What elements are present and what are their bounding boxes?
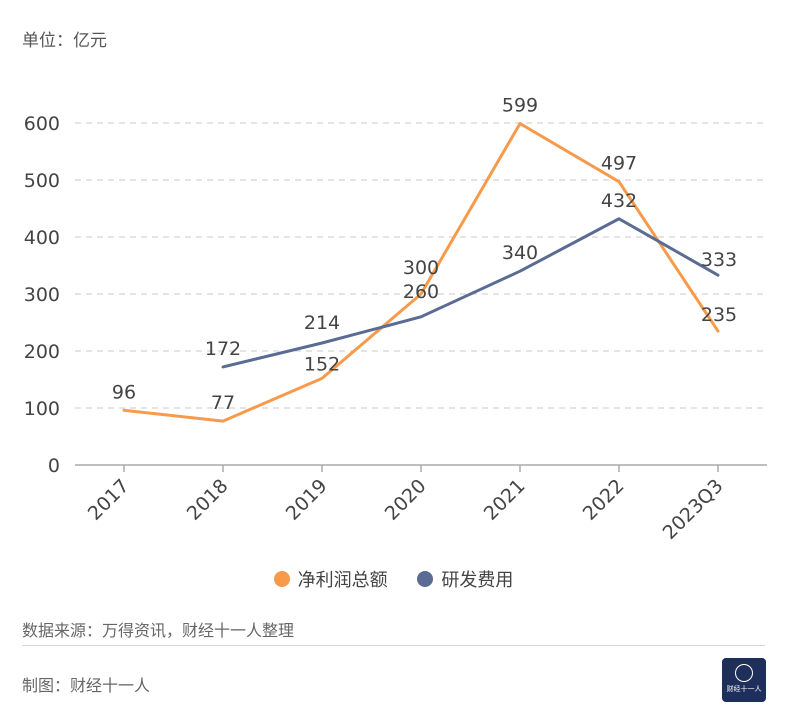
y-tick-label: 0 — [48, 455, 60, 477]
x-tick-label: 2022 — [579, 475, 629, 525]
data-label: 214 — [304, 312, 340, 334]
data-label: 77 — [211, 392, 235, 414]
data-labels: 96 77 152 300 599 497 235 172 214 260 340 432 333 — [112, 95, 737, 415]
data-label: 172 — [205, 338, 241, 360]
x-axis: 2017 2018 2019 2020 2021 2022 2023Q3 — [75, 464, 767, 544]
legend-dot-orange-icon — [273, 571, 290, 587]
x-tick-label: 2021 — [480, 475, 530, 525]
data-label: 497 — [601, 153, 637, 175]
series-lines — [122, 122, 720, 423]
y-tick-label: 500 — [24, 170, 60, 192]
y-tick-label: 200 — [24, 341, 60, 363]
data-label: 152 — [304, 353, 340, 375]
logo-text: 财经十一人 — [726, 685, 762, 693]
y-tick-label: 300 — [24, 284, 60, 306]
maker-note: 制图：财经十一人 — [22, 676, 151, 695]
legend: 净利润总额 研发费用 — [0, 566, 787, 592]
x-tick-label: 2023Q3 — [659, 475, 728, 544]
net-profit-line — [122, 122, 720, 423]
footer-divider — [22, 645, 765, 646]
x-tick-label: 2020 — [381, 475, 431, 525]
x-tick-label: 2018 — [183, 475, 233, 525]
unit-label: 单位：亿元 — [22, 31, 107, 51]
y-tick-label: 600 — [24, 113, 60, 135]
source-note: 数据来源：万得资讯，财经十一人整理 — [22, 621, 295, 640]
data-label: 96 — [112, 381, 136, 403]
x-tick-label: 2019 — [282, 475, 332, 525]
globe-icon — [735, 664, 753, 682]
legend-label-rd-expense: 研发费用 — [441, 570, 514, 591]
legend-item-net-profit: 净利润总额 — [273, 566, 388, 592]
data-label: 432 — [601, 190, 637, 212]
brand-logo: 财经十一人 — [722, 658, 766, 702]
legend-dot-blue-icon — [417, 571, 434, 587]
data-label: 333 — [701, 249, 737, 271]
legend-label-net-profit: 净利润总额 — [297, 570, 388, 591]
y-axis-ticks: 0 100 200 300 400 500 600 — [24, 113, 60, 477]
data-label: 340 — [502, 242, 538, 264]
y-tick-label: 400 — [24, 227, 60, 249]
line-chart: 0 100 200 300 400 500 600 2017 2018 2019 2020 2021… — [24, 95, 767, 544]
y-tick-label: 100 — [24, 398, 60, 420]
data-label: 235 — [701, 304, 737, 326]
data-label: 260 — [403, 281, 439, 303]
data-label: 300 — [403, 257, 439, 279]
data-label: 599 — [502, 95, 538, 117]
legend-item-rd-expense: 研发费用 — [417, 566, 513, 592]
rd-expense-line — [221, 217, 720, 369]
x-tick-label: 2017 — [84, 475, 134, 525]
